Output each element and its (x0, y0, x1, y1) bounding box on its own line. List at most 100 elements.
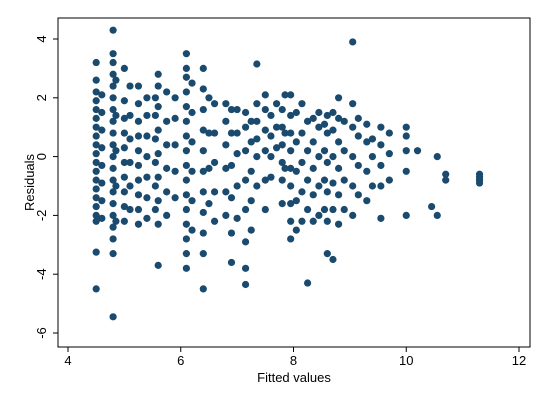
data-point (154, 197, 162, 205)
data-point (92, 76, 100, 84)
data-point (143, 194, 151, 202)
data-point (298, 129, 306, 137)
data-point (349, 182, 357, 190)
data-point (241, 176, 250, 184)
data-point (349, 100, 357, 108)
data-point (329, 126, 337, 134)
y-tick-label: -6 (34, 327, 49, 339)
data-point (182, 147, 190, 155)
data-point (272, 123, 281, 131)
x-tick-label: 4 (64, 353, 71, 368)
data-point (303, 279, 312, 287)
data-point (377, 214, 385, 222)
data-point (247, 226, 255, 234)
x-tick-label: 12 (512, 353, 526, 368)
data-point (199, 208, 207, 217)
data-point (120, 144, 128, 152)
data-point (112, 182, 120, 190)
data-point (109, 223, 117, 231)
data-point (233, 182, 241, 190)
data-point (320, 176, 329, 184)
data-point (323, 250, 331, 258)
data-point (126, 82, 134, 90)
data-point (278, 141, 286, 149)
data-point (199, 167, 207, 175)
data-point (298, 158, 306, 167)
data-point (292, 108, 300, 117)
data-point (210, 188, 219, 196)
data-point (261, 126, 269, 134)
data-point (349, 38, 357, 46)
data-point (126, 135, 134, 143)
data-points (92, 26, 484, 321)
data-point (309, 217, 317, 225)
data-point (143, 111, 151, 120)
data-point (210, 158, 219, 167)
data-point (134, 132, 143, 140)
data-point (120, 114, 128, 122)
data-point (233, 150, 241, 158)
data-point (253, 135, 261, 143)
data-point (267, 173, 275, 181)
data-point (182, 191, 190, 199)
data-point (109, 94, 117, 102)
data-point (109, 188, 117, 196)
data-point (253, 100, 261, 108)
data-point (92, 132, 100, 140)
data-point (287, 111, 295, 120)
data-point (287, 235, 295, 243)
data-point (109, 211, 117, 219)
data-point (92, 202, 100, 211)
data-point (188, 108, 196, 117)
data-point (261, 105, 269, 114)
data-point (92, 150, 100, 158)
data-point (188, 197, 196, 205)
data-point (92, 141, 100, 149)
data-point (402, 147, 410, 155)
data-point (253, 153, 261, 161)
axes: 4 6 8 10 12 -6 -4 -2 0 2 4 (34, 17, 531, 368)
data-point (278, 200, 286, 208)
data-point (171, 141, 179, 149)
data-point (199, 147, 207, 155)
data-point (92, 105, 100, 114)
data-point (402, 132, 410, 140)
data-point (323, 158, 331, 167)
data-point (433, 153, 441, 161)
data-point (210, 129, 219, 137)
data-point (292, 167, 300, 175)
y-tick-label: 2 (34, 94, 49, 101)
data-point (323, 188, 331, 196)
data-point (109, 250, 117, 258)
data-point (315, 182, 323, 190)
data-point (222, 141, 230, 149)
data-point (199, 105, 207, 114)
data-point (340, 176, 348, 184)
x-axis-title: Fitted values (257, 370, 331, 385)
data-point (442, 176, 450, 184)
data-point (354, 191, 362, 199)
data-point (92, 211, 100, 219)
data-point (109, 235, 117, 243)
y-tick-label: -4 (34, 268, 49, 280)
data-point (354, 114, 362, 122)
data-point (227, 105, 236, 114)
data-point (120, 158, 128, 167)
data-point (112, 111, 120, 120)
data-point (281, 129, 289, 137)
data-point (349, 123, 357, 131)
data-point (227, 194, 236, 202)
data-point (163, 117, 171, 125)
data-point (188, 138, 196, 146)
data-point (112, 217, 120, 225)
data-point (154, 220, 162, 228)
data-point (171, 194, 179, 202)
data-point (151, 111, 159, 120)
data-point (287, 91, 295, 99)
data-point (442, 170, 450, 178)
data-point (340, 205, 348, 214)
data-point (475, 179, 484, 187)
data-point (329, 153, 337, 161)
data-point (303, 117, 312, 125)
